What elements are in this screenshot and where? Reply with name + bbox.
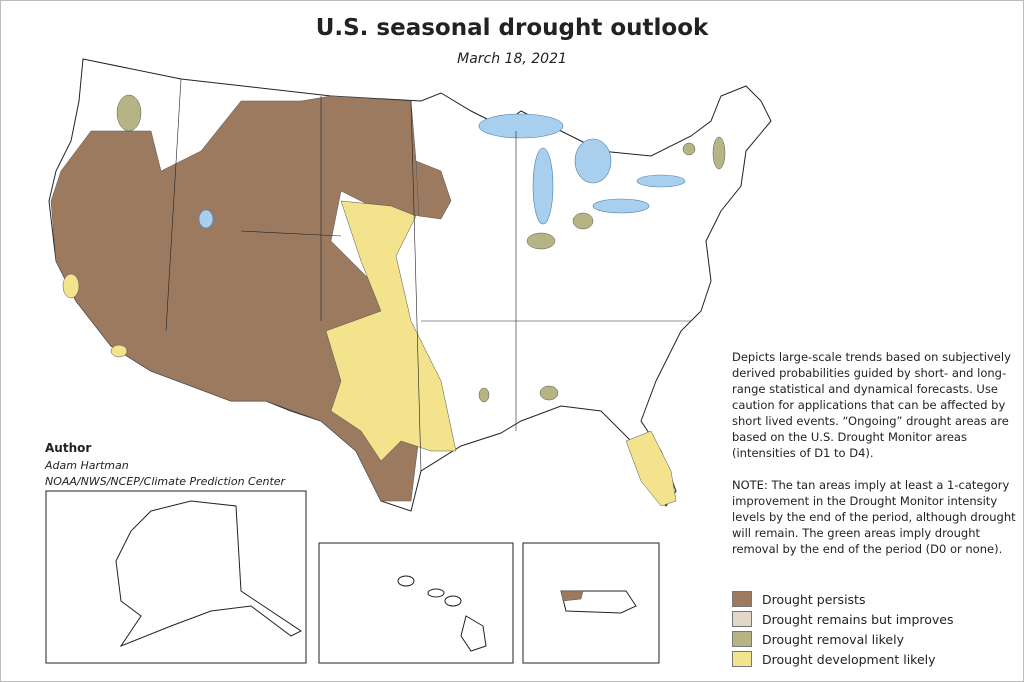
note: NOTE: The tan areas imply at least a 1-c… — [732, 478, 1016, 556]
hawaii-island — [444, 595, 462, 607]
drought-removal-area — [116, 94, 142, 132]
legend-label: Drought development likely — [762, 651, 936, 667]
subtitle: March 18, 2021 — [457, 51, 567, 67]
lake — [636, 174, 686, 188]
alaska — [115, 500, 302, 648]
drought-persists-mn — [415, 160, 452, 220]
legend-label: Drought remains but improves — [762, 611, 954, 627]
drought-development-central — [325, 200, 457, 462]
state-line — [165, 78, 182, 332]
author-organization: NOAA/NWS/NCEP/Climate Prediction Center — [45, 475, 286, 488]
drought-removal-area — [526, 232, 556, 250]
legend-swatch — [732, 651, 752, 667]
drought-development-area — [62, 273, 80, 299]
legend-label: Drought removal likely — [762, 631, 904, 647]
drought-persists-pr — [560, 590, 584, 602]
drought-development-area — [110, 344, 128, 358]
legend-swatch — [732, 611, 752, 627]
drought-removal-area — [712, 136, 726, 170]
legend-swatch — [732, 631, 752, 647]
lake — [198, 209, 214, 229]
drought-removal-area — [682, 142, 696, 156]
title: U.S. seasonal drought outlook — [315, 15, 709, 41]
legend-label: Drought persists — [762, 591, 866, 607]
legend-item: Drought removal likely — [732, 629, 954, 649]
hawaii-island — [397, 575, 415, 587]
drought-removal-area — [572, 212, 594, 230]
legend-swatch — [732, 591, 752, 607]
drought-removal-area — [539, 385, 559, 401]
legend-item: Drought remains but improves — [732, 609, 954, 629]
drought-development-florida — [625, 430, 677, 507]
state-line — [410, 100, 422, 472]
description: Depicts large-scale trends based on subj… — [732, 350, 1011, 460]
author-name: Adam Hartman — [45, 459, 129, 472]
lake — [532, 147, 554, 225]
legend-item: Drought development likely — [732, 649, 954, 669]
lake — [574, 138, 612, 184]
author-heading: Author — [45, 441, 92, 455]
hawaii-island — [427, 588, 445, 598]
lake — [592, 198, 650, 214]
lake — [478, 113, 564, 139]
drought-removal-area — [478, 387, 490, 403]
hawaii-island — [460, 615, 487, 652]
state-line — [240, 230, 342, 237]
legend: Drought persists Drought remains but impr… — [732, 589, 954, 669]
legend-item: Drought persists — [732, 589, 954, 609]
